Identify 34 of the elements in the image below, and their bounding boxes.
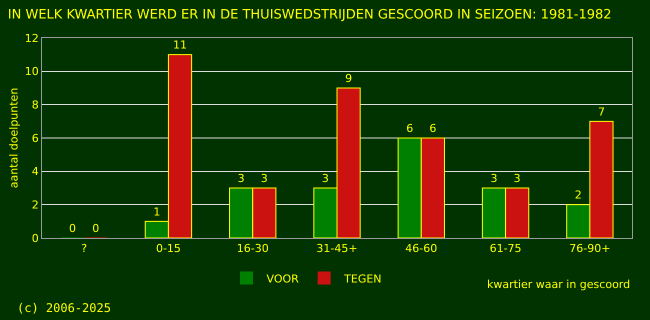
x-tick-label: 76-90+: [569, 242, 610, 256]
data-label: 3: [238, 172, 245, 185]
data-label: 0: [92, 222, 100, 235]
data-label: 1: [153, 205, 160, 218]
data-label: 6: [429, 122, 436, 135]
data-label: 3: [322, 172, 329, 185]
y-tick-label: 8: [32, 98, 39, 112]
data-label: 3: [514, 172, 521, 185]
x-tick-label: 46-60: [405, 242, 438, 256]
y-axis-title: aantal doelpunten: [7, 88, 20, 188]
y-tick-label: 6: [32, 132, 39, 145]
data-label: 3: [260, 172, 268, 185]
x-tick-label: ?: [81, 242, 88, 256]
y-tick-label: 4: [32, 165, 39, 178]
x-axis-title: kwartier waar in gescoord: [487, 278, 630, 291]
data-label: 3: [490, 172, 498, 185]
legend-label: VOOR: [266, 272, 300, 286]
text: (c) 2006-2025: [17, 301, 111, 315]
y-tick-label: 2: [32, 198, 39, 212]
y-tick-label: 0: [32, 232, 39, 245]
x-tick-label: 16-30: [236, 242, 269, 256]
data-label: 2: [574, 188, 582, 202]
y-tick-label: 10: [24, 65, 39, 78]
x-tick-label: 61-75: [490, 242, 522, 256]
x-tick-label: 0-15: [156, 242, 181, 256]
data-label: 11: [173, 38, 188, 52]
data-label: 7: [598, 105, 605, 118]
x-tick-label: 31-45+: [316, 242, 358, 256]
chart-title: IN WELK KWARTIER WERD ER IN DE THUISWEDSTRIJDEN GESCOORD IN SEIZOEN: 1981-1982: [8, 8, 612, 23]
data-label: 6: [406, 122, 414, 135]
y-tick-label: 12: [24, 32, 39, 45]
data-label: 9: [345, 72, 352, 85]
data-label: 0: [69, 222, 76, 235]
legend-label: TEGEN: [343, 272, 382, 286]
